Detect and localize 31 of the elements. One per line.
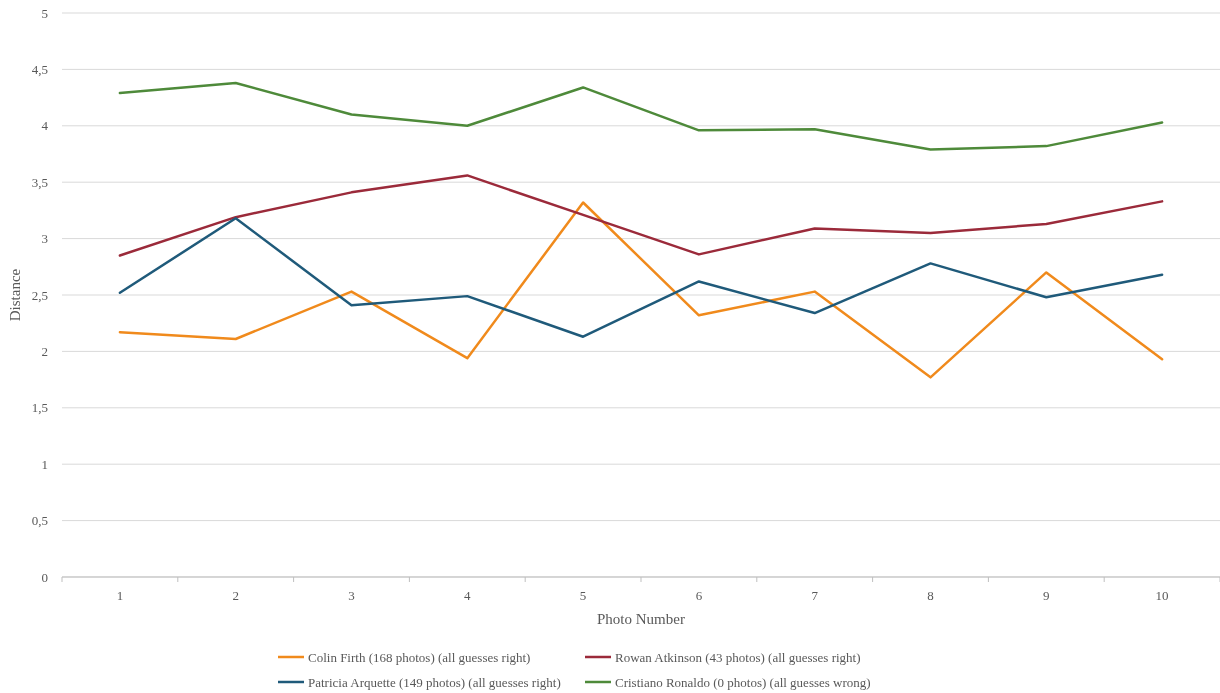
y-axis-title: Distance bbox=[7, 268, 23, 322]
y-tick-label: 4 bbox=[41, 118, 49, 134]
x-tick-label: 6 bbox=[695, 588, 703, 603]
y-tick-label: 2,5 bbox=[31, 287, 48, 303]
x-tick-label: 10 bbox=[1155, 588, 1169, 603]
y-tick-label: 1,5 bbox=[31, 400, 48, 416]
x-tick-label: 1 bbox=[116, 588, 124, 603]
x-tick-label: 5 bbox=[579, 588, 587, 603]
y-tick-label: 2 bbox=[41, 343, 48, 359]
y-tick-label: 0,5 bbox=[31, 513, 48, 529]
x-tick-label: 8 bbox=[927, 588, 934, 603]
legend-label: Colin Firth (168 photos) (all guesses right) bbox=[308, 649, 531, 665]
line-series bbox=[118, 201, 1164, 379]
y-tick-label: 1 bbox=[41, 456, 48, 472]
y-tick-label: 3,5 bbox=[31, 174, 48, 190]
x-tick-label: 2 bbox=[232, 588, 239, 603]
legend-label: Rowan Atkinson (43 photos) (all guesses right) bbox=[615, 649, 861, 665]
line-series bbox=[118, 217, 1164, 338]
x-tick-label: 4 bbox=[464, 588, 472, 603]
x-axis-title: Photo Number bbox=[597, 611, 685, 627]
legend-label: Cristiano Ronaldo (0 photos) (all guesses wrong) bbox=[615, 674, 871, 690]
y-tick-label: 3 bbox=[41, 231, 48, 247]
line-series bbox=[118, 81, 1164, 151]
x-tick-label: 7 bbox=[811, 588, 819, 603]
line-series bbox=[118, 174, 1164, 257]
y-tick-label: 0 bbox=[41, 569, 48, 585]
x-tick-label: 9 bbox=[1043, 588, 1050, 603]
y-tick-label: 5 bbox=[41, 5, 48, 21]
x-tick-label: 3 bbox=[348, 588, 355, 603]
legend-label: Patricia Arquette (149 photos) (all guesses right) bbox=[308, 674, 561, 690]
y-tick-label: 4,5 bbox=[31, 61, 48, 77]
